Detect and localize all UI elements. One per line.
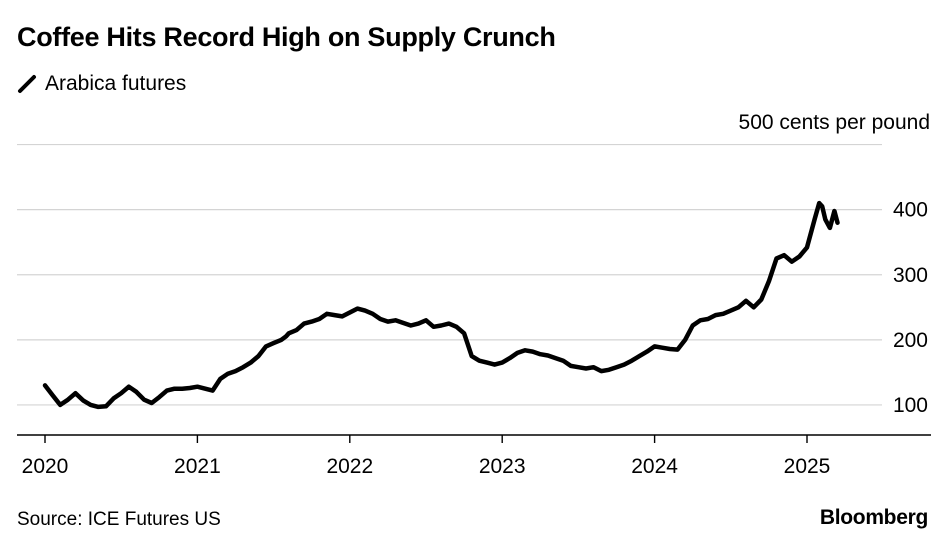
brand-logo: Bloomberg (819, 506, 928, 529)
y-tick-label: 300 (893, 264, 928, 287)
legend-label: Arabica futures (45, 72, 187, 95)
chart-legend: Arabica futures (17, 72, 186, 96)
x-tick-label: 2020 (22, 455, 69, 478)
y-tick-label: 100 (893, 394, 928, 417)
x-tick-label: 2023 (479, 455, 526, 478)
x-tick-label: 2022 (326, 455, 373, 478)
x-tick-label: 2021 (174, 455, 221, 478)
x-tick-label: 2025 (784, 455, 831, 478)
y-tick-label: 200 (893, 329, 928, 352)
x-tick-label: 2024 (631, 455, 678, 478)
y-tick-label: 400 (893, 199, 928, 222)
chart-title: Coffee Hits Record High on Supply Crunch (17, 22, 556, 52)
y-axis-unit-label: 500 cents per pound (738, 111, 930, 134)
legend-line-swatch-icon (18, 75, 36, 93)
source-note: Source: ICE Futures US (17, 509, 221, 530)
series-line-arabica (42, 200, 840, 410)
